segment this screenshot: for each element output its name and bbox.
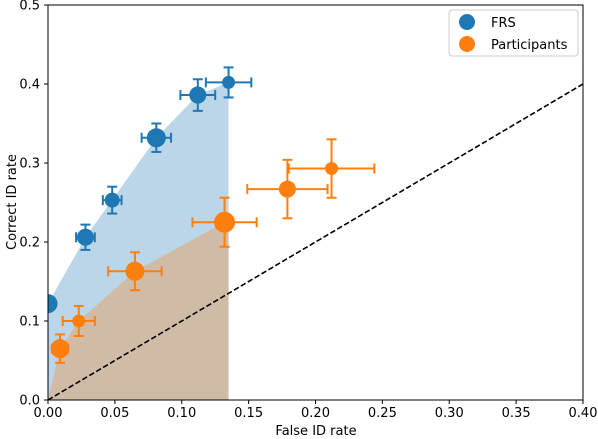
frs-point — [222, 75, 236, 89]
y-tick-label: 0.5 — [19, 0, 40, 14]
y-tick-label: 0.2 — [19, 236, 40, 251]
frs-point — [189, 86, 207, 104]
frs-point — [146, 128, 166, 148]
y-axis-label: Correct ID rate — [5, 154, 20, 250]
y-tick-label: 0.3 — [19, 157, 40, 172]
participants-point — [72, 314, 86, 328]
x-tick-label: 0.10 — [167, 406, 196, 421]
x-axis-label: False ID rate — [275, 424, 356, 439]
legend: FRS Participants — [448, 9, 579, 57]
participants-shaded-area — [48, 220, 229, 400]
y-tick-label: 0.4 — [19, 78, 40, 93]
x-tick-label: 0.25 — [368, 406, 397, 421]
x-tick-label: 0.00 — [34, 406, 63, 421]
x-axis: 0.00 0.05 0.10 0.15 0.20 0.25 0.30 0.35 0.40 — [34, 400, 598, 421]
x-tick-label: 0.20 — [301, 406, 330, 421]
participants-point — [125, 261, 145, 281]
x-tick-label: 0.30 — [435, 406, 464, 421]
data-series — [48, 66, 376, 364]
legend-box — [448, 9, 579, 57]
x-tick-label: 0.15 — [234, 406, 263, 421]
plot-background — [48, 5, 583, 400]
legend-marker-frs — [459, 14, 475, 30]
y-axis: 0.0 0.1 0.2 0.3 0.4 0.5 — [19, 0, 48, 409]
frs-point — [76, 228, 94, 246]
participants-point — [325, 162, 339, 176]
participants-series — [50, 138, 376, 364]
y-tick-label: 0.0 — [19, 394, 40, 409]
frs-series — [48, 66, 253, 314]
frs-point — [104, 192, 120, 208]
x-tick-label: 0.40 — [569, 406, 598, 421]
legend-marker-participants — [459, 36, 475, 52]
participants-point — [214, 211, 236, 233]
x-tick-label: 0.05 — [100, 406, 129, 421]
participants-point — [278, 180, 296, 198]
x-tick-label: 0.35 — [502, 406, 531, 421]
participants-point — [50, 339, 70, 359]
frs-point — [48, 294, 58, 314]
legend-label-frs: FRS — [491, 16, 516, 31]
legend-label-participants: Participants — [491, 38, 568, 53]
y-tick-label: 0.1 — [19, 315, 40, 330]
